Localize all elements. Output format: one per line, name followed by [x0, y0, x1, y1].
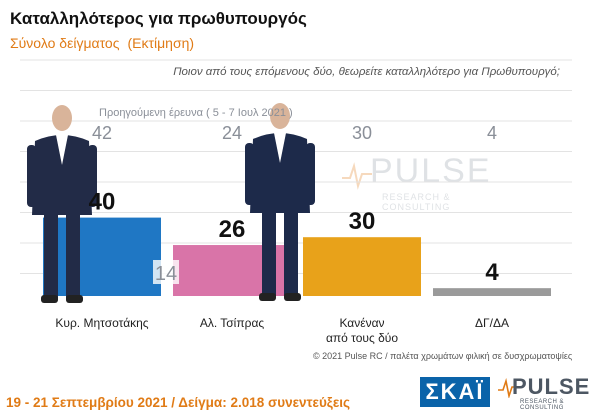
skai-logo: ΣΚΑΪ — [420, 377, 490, 407]
survey-question: Ποιον από τους επόμενους δύο, θεωρείτε κ… — [173, 66, 560, 78]
person-2-image — [245, 103, 315, 301]
bar-1 — [43, 217, 161, 296]
value-label-3: 30 — [349, 208, 376, 235]
subtitle-text: Σύνολο δείγματος — [10, 35, 120, 51]
chart-subtitle: Σύνολο δείγματος (Εκτίμηση) — [10, 35, 194, 51]
pulse-logo: PULSE RESEARCH & CONSULTING — [498, 374, 598, 412]
person-1-image — [27, 105, 97, 303]
category-label-3: Κανέναν από τους δύο — [326, 316, 398, 345]
previous-survey-label: Προηγούμενη έρευνα ( 5 - 7 Ιουλ 2021 ) — [99, 107, 293, 119]
previous-value-4: 4 — [487, 123, 497, 143]
subtitle-note: (Εκτίμηση) — [127, 35, 195, 51]
chart-title: Καταλληλότερος για πρωθυπουργός — [10, 9, 307, 28]
bar-4 — [433, 288, 551, 296]
annotation-label: 14 — [155, 263, 177, 285]
value-label-2: 26 — [219, 216, 246, 243]
pulse-logo-wave-icon — [498, 378, 516, 398]
value-label-4: 4 — [485, 259, 499, 286]
previous-value-1: 42 — [92, 123, 112, 143]
bar-3 — [303, 237, 421, 296]
skai-logo-text: ΣΚΑΪ — [425, 379, 485, 404]
copyright-note: © 2021 Pulse RC / παλέτα χρωμάτων φιλική… — [313, 351, 573, 361]
previous-value-2: 24 — [222, 123, 242, 143]
category-label-1: Κυρ. Μητσοτάκης — [55, 316, 148, 330]
category-label-4: ΔΓ/ΔΑ — [475, 316, 509, 330]
pulse-wave-icon — [342, 162, 372, 190]
category-label-2: Αλ. Τσίπρας — [200, 316, 265, 330]
previous-value-3: 30 — [352, 123, 372, 143]
value-label-1: 40 — [89, 189, 116, 216]
pulse-logo-text: PULSE — [512, 374, 591, 399]
annotation-box — [153, 260, 179, 284]
watermark-subtext: RESEARCH & CONSULTING — [382, 192, 451, 212]
survey-dates-sample: 19 - 21 Σεπτεμβρίου 2021 / Δείγμα: 2.018… — [6, 395, 350, 410]
pulse-logo-subtext: RESEARCH & CONSULTING — [520, 399, 565, 411]
watermark-text: PULSE — [370, 152, 492, 190]
pulse-watermark: PULSE RESEARCH & CONSULTING — [342, 152, 492, 212]
